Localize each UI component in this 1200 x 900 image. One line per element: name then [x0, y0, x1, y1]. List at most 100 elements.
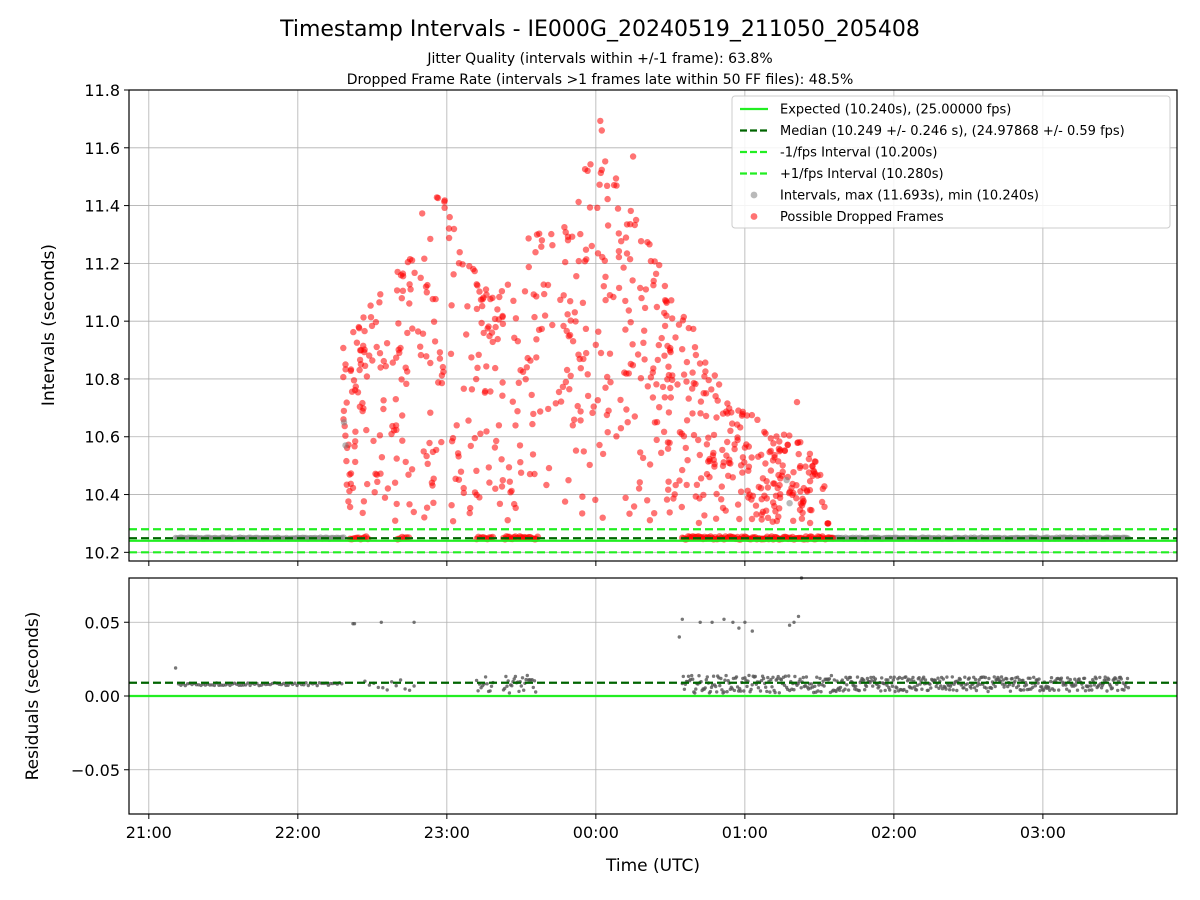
- residual-point: [983, 675, 988, 680]
- dropped-frame-point: [347, 470, 355, 477]
- residual-point: [1000, 682, 1005, 686]
- dropped-frame-point: [475, 351, 482, 358]
- dropped-frame-point: [393, 426, 400, 434]
- dropped-frame-point: [537, 408, 544, 415]
- dropped-frame-point: [561, 498, 569, 505]
- residual-point: [801, 675, 805, 680]
- residual-point: [1081, 686, 1085, 690]
- dropped-frame-point: [624, 419, 631, 426]
- residual-point: [1067, 689, 1072, 693]
- dropped-frame-point: [659, 383, 667, 391]
- dropped-frame-point: [669, 376, 676, 384]
- dropped-frame-point: [592, 341, 599, 348]
- dropped-frame-point: [544, 281, 552, 289]
- dropped-frame-point: [580, 355, 587, 363]
- residual-point: [1005, 677, 1009, 681]
- dropped-frame-point: [594, 204, 601, 211]
- dropped-frame-point: [479, 302, 486, 310]
- dropped-frame-point: [662, 297, 669, 304]
- dropped-frame-point: [622, 234, 630, 241]
- dropped-frame-point: [758, 511, 765, 518]
- intervals-x-ticks: [148, 561, 1044, 566]
- dropped-frame-point: [492, 364, 499, 372]
- dropped-frame-point: [343, 399, 350, 406]
- dropped-frame-point: [799, 509, 806, 516]
- dropped-frame-point: [567, 317, 574, 324]
- dropped-frame-point: [482, 387, 489, 395]
- residual-point: [829, 673, 834, 678]
- residual-point: [742, 689, 746, 693]
- residual-point: [1074, 683, 1078, 687]
- residual-point: [1049, 676, 1054, 680]
- dropped-frame-point: [480, 329, 487, 337]
- dropped-frame-point: [376, 432, 384, 439]
- dropped-frame-point: [406, 300, 413, 307]
- dropped-frame-point: [427, 409, 434, 416]
- dropped-frame-point: [724, 400, 731, 407]
- dropped-frame-point: [359, 399, 366, 407]
- dropped-frame-point: [516, 442, 524, 449]
- residual-point: [892, 675, 896, 679]
- dropped-frame-point: [763, 507, 770, 514]
- dropped-frame-point: [622, 326, 629, 333]
- dropped-frame-point: [665, 478, 672, 485]
- dropped-frame-point: [702, 412, 710, 420]
- dropped-frame-point: [656, 261, 663, 269]
- dropped-frame-point: [629, 341, 636, 348]
- y-tick-label: 11.8: [84, 81, 120, 100]
- residual-point: [958, 677, 962, 682]
- dropped-frame-point: [343, 457, 350, 465]
- residual-point: [906, 677, 911, 681]
- dropped-frame-point: [724, 438, 731, 446]
- residual-point: [739, 689, 743, 693]
- dropped-frame-point: [772, 508, 779, 515]
- residual-point: [1075, 688, 1080, 692]
- legend-entry: Expected (10.240s), (25.00000 fps): [780, 103, 1011, 118]
- residual-point: [1052, 688, 1056, 692]
- dropped-frame-point: [683, 358, 691, 366]
- residual-point: [864, 684, 869, 689]
- dropped-frame-point: [802, 463, 809, 470]
- dropped-frame-point: [594, 397, 601, 404]
- residual-point: [747, 673, 751, 678]
- dropped-frame-point: [440, 368, 447, 375]
- dropped-frame-point: [604, 222, 612, 229]
- residual-point: [922, 675, 926, 679]
- dropped-frame-point: [498, 483, 506, 490]
- residual-point: [929, 686, 933, 690]
- residual-point: [1110, 686, 1115, 690]
- dropped-frame-point: [599, 514, 606, 521]
- dropped-frame-point: [565, 477, 572, 484]
- residual-point: [895, 686, 899, 690]
- dropped-frame-point: [664, 445, 672, 452]
- dropped-frame-point: [419, 330, 427, 337]
- residual-point: [761, 676, 766, 681]
- dropped-frame-point: [697, 410, 704, 417]
- dropped-frame-point: [470, 265, 477, 273]
- dropped-frame-point: [696, 360, 704, 367]
- dropped-frame-point: [522, 376, 529, 383]
- residual-point: [815, 675, 819, 679]
- dropped-frame-point: [399, 412, 406, 419]
- residual-point: [306, 683, 310, 688]
- dropped-frame-point: [397, 344, 404, 352]
- dropped-frame-point: [407, 286, 414, 293]
- residual-point: [1065, 676, 1070, 680]
- dropped-frame-point: [438, 379, 446, 387]
- dropped-frame-point: [672, 334, 679, 341]
- residual-point: [963, 675, 967, 679]
- residual-point: [915, 683, 920, 687]
- residual-point: [711, 674, 716, 678]
- dropped-frame-point: [589, 409, 596, 416]
- dropped-frame-point: [482, 286, 490, 293]
- residual-point: [1022, 688, 1026, 692]
- residual-point: [934, 684, 938, 689]
- dropped-frame-point: [504, 517, 511, 524]
- dropped-frame-point: [641, 327, 648, 334]
- dropped-frame-point: [617, 396, 624, 404]
- residual-point: [520, 676, 525, 680]
- residual-point: [941, 677, 945, 681]
- dropped-frame-point: [620, 264, 627, 271]
- residual-point: [390, 680, 394, 684]
- dropped-frame-point: [446, 213, 453, 221]
